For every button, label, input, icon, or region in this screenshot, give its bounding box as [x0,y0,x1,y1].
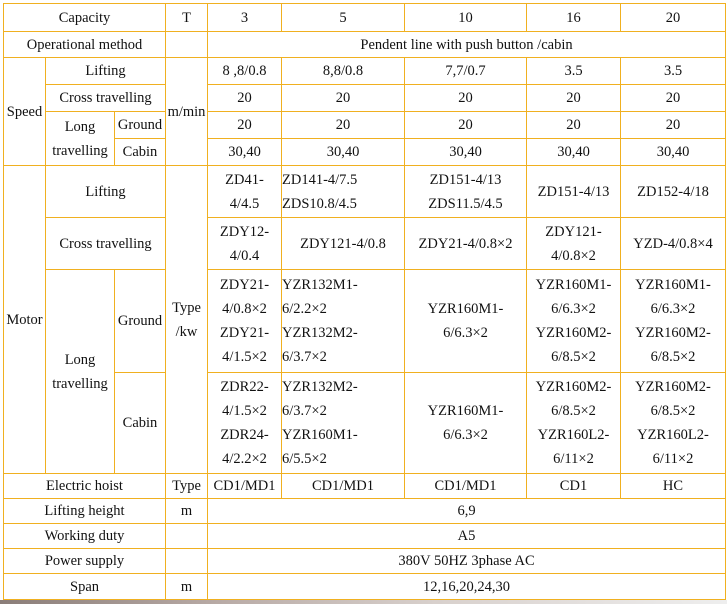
cell: CD1/MD1 [207,473,282,499]
lifting-height-value: 6,9 [207,498,726,524]
cell: ZD152-4/18 [620,165,726,218]
cell: ZD151-4/13 [526,165,621,218]
motor-cross-label: Cross travelling [45,217,166,270]
operational-unit [165,31,208,58]
cell: 20 [281,84,405,112]
working-duty-label: Working duty [3,523,166,549]
cell: ZD41- 4/4.5 [207,165,282,218]
speed-lifting-label: Lifting [45,57,166,85]
row-working-duty: Working duty A5 [3,523,726,549]
cell: HC [620,473,726,499]
cell: 8 ,8/0.8 [207,57,282,85]
operational-label: Operational method [3,31,166,58]
cell: 20 [281,111,405,139]
capacity-value: 16 [526,3,621,32]
capacity-unit: T [165,3,208,32]
cell: ZDY121-4/0.8 [281,217,405,270]
hoist-unit: Type [165,473,208,499]
cell: YZR160M2- 6/8.5×2 YZR160L2- 6/11×2 [526,372,621,474]
speed-label: Speed [3,57,46,166]
cell: 20 [526,111,621,139]
span-value: 12,16,20,24,30 [207,573,726,600]
row-speed-cross: Cross travelling 20 20 20 20 20 [4,84,726,112]
cell: 20 [620,111,726,139]
cell: YZR160M1- 6/6.3×2 YZR160M2- 6/8.5×2 [526,269,621,373]
cell: 30,40 [281,138,405,166]
row-operational: Operational method Pendent line with pus… [3,31,726,58]
cell: YZR160M1- 6/6.3×2 [404,269,527,373]
cell: 20 [404,111,527,139]
power-value: 380V 50HZ 3phase AC [207,548,726,574]
motor-ground-label: Ground [114,269,166,373]
cell: YZR132M2- 6/3.7×2 YZR160M1- 6/5.5×2 [281,372,405,474]
cell: ZD141-4/7.5 ZDS10.8/4.5 [281,165,405,218]
cell: 3.5 [620,57,726,85]
working-duty-value: A5 [207,523,726,549]
capacity-value: 20 [620,3,726,32]
power-label: Power supply [3,548,166,574]
row-speed-lifting: Speed Lifting m/min 8 ,8/0.8 8,8/0.8 7,7… [3,57,726,166]
cell: CD1/MD1 [281,473,405,499]
cell: 20 [207,84,282,112]
row-capacity: Capacity T 3 5 10 16 20 [3,3,726,32]
cell: 30,40 [526,138,621,166]
lifting-height-label: Lifting height [3,498,166,524]
cell: 20 [207,111,282,139]
crane-spec-table: Capacity T 3 5 10 16 20 Operational meth… [3,3,726,600]
capacity-value: 5 [281,3,405,32]
motor-cabin-label: Cabin [114,372,166,474]
cell: YZR160M2- 6/8.5×2 YZR160L2- 6/11×2 [620,372,726,474]
cell: CD1/MD1 [404,473,527,499]
cell: 7,7/0.7 [404,57,527,85]
speed-cabin-label: Cabin [114,138,166,166]
motor-unit: Type /kw [165,165,208,474]
cell: YZR160M1- 6/6.3×2 YZR160M2- 6/8.5×2 [620,269,726,373]
cell: 30,40 [404,138,527,166]
cell: YZD-4/0.8×4 [620,217,726,270]
row-lifting-height: Lifting height m 6,9 [3,498,726,524]
row-speed-cabin: Cabin 30,40 30,40 30,40 30,40 30,40 [4,138,726,166]
power-unit [165,548,208,574]
capacity-label: Capacity [3,3,166,32]
cell: 20 [620,84,726,112]
speed-unit: m/min [165,57,208,166]
capacity-value: 10 [404,3,527,32]
row-motor-ground: Long travelling Ground ZDY21- 4/0.8×2 ZD… [4,269,726,474]
cell: ZDR22- 4/1.5×2 ZDR24- 4/2.2×2 [207,372,282,474]
cell: YZR132M1- 6/2.2×2 YZR132M2- 6/3.7×2 [281,269,405,373]
hoist-label: Electric hoist [3,473,166,499]
row-power: Power supply 380V 50HZ 3phase AC [3,548,726,574]
speed-cross-label: Cross travelling [45,84,166,112]
cell: YZR160M1- 6/6.3×2 [404,372,527,474]
cell: 3.5 [526,57,621,85]
motor-long-label: Long travelling [45,269,115,474]
cell: 30,40 [620,138,726,166]
cell: CD1 [526,473,621,499]
cell: 30,40 [207,138,282,166]
motor-lifting-label: Lifting [45,165,166,218]
capacity-value: 3 [207,3,282,32]
working-duty-unit [165,523,208,549]
row-span: Span m 12,16,20,24,30 [3,573,726,600]
lifting-height-unit: m [165,498,208,524]
background-image-strip [0,600,727,604]
cell: 20 [526,84,621,112]
row-speed-ground: Long travelling Ground 20 20 20 20 20 [4,111,726,166]
cell: ZDY21-4/0.8×2 [404,217,527,270]
span-label: Span [3,573,166,600]
cell: ZDY12- 4/0.4 [207,217,282,270]
cell: 8,8/0.8 [281,57,405,85]
cell: ZDY121- 4/0.8×2 [526,217,621,270]
cell: ZD151-4/13 ZDS11.5/4.5 [404,165,527,218]
row-hoist: Electric hoist Type CD1/MD1 CD1/MD1 CD1/… [3,473,726,499]
speed-long-label: Long travelling [45,111,115,166]
row-motor-lifting: Motor Lifting Type /kw ZD41- 4/4.5 ZD141… [3,165,726,474]
operational-value: Pendent line with push button /cabin [207,31,726,58]
speed-ground-label: Ground [114,111,166,139]
motor-label: Motor [3,165,46,474]
row-motor-cross: Cross travelling ZDY12- 4/0.4 ZDY121-4/0… [4,217,726,270]
span-unit: m [165,573,208,600]
cell: ZDY21- 4/0.8×2 ZDY21- 4/1.5×2 [207,269,282,373]
cell: 20 [404,84,527,112]
